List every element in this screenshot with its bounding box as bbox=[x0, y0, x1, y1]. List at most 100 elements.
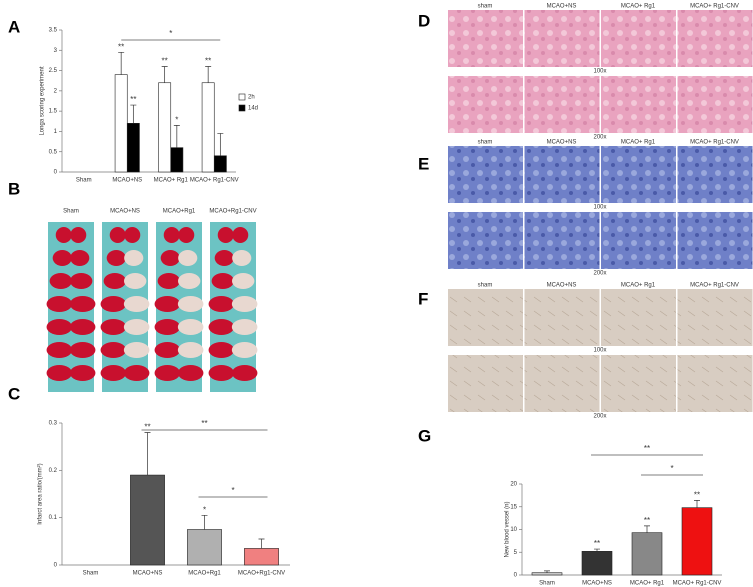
micrograph bbox=[524, 289, 600, 346]
column-label: MCAO+ Rg1-CNV bbox=[690, 4, 739, 10]
micrograph bbox=[448, 146, 523, 203]
brain-slice bbox=[208, 319, 235, 335]
error-bar bbox=[144, 432, 151, 476]
micrograph bbox=[524, 10, 600, 67]
legend-swatch bbox=[238, 93, 246, 101]
brain-slice bbox=[100, 365, 127, 381]
brain-slice bbox=[211, 273, 235, 289]
magnification: 200x bbox=[593, 135, 606, 141]
micrograph bbox=[524, 76, 600, 133]
micrograph bbox=[677, 76, 753, 133]
brain-slice bbox=[154, 296, 181, 312]
brain-slice bbox=[123, 365, 150, 381]
brain-slice bbox=[157, 273, 181, 289]
x-tick-label: Sham bbox=[83, 571, 99, 577]
x-tick-label: MCAO+NS bbox=[133, 571, 163, 577]
x-tick-label: Sham bbox=[539, 581, 555, 587]
bar bbox=[126, 123, 140, 173]
magnification: 200x bbox=[593, 271, 606, 277]
y-tick-label: 0 bbox=[54, 563, 58, 569]
x-tick-label: MCAO+Rg1 bbox=[188, 571, 221, 577]
y-tick-label: 10 bbox=[510, 527, 517, 533]
brain-slice bbox=[208, 342, 235, 358]
x-tick-label: MCAO+ Rg1 bbox=[154, 178, 189, 184]
brain-slice bbox=[46, 319, 73, 335]
magnification: 100x bbox=[593, 348, 606, 354]
brain-slice bbox=[154, 365, 181, 381]
x-tick-label: MCAO+NS bbox=[582, 581, 612, 587]
column-label: MCAO+ Rg1-CNV bbox=[690, 283, 739, 289]
brain-slice bbox=[208, 365, 235, 381]
bar bbox=[213, 155, 227, 173]
x-tick-label: MCAO+ Rg1 bbox=[630, 581, 665, 587]
y-tick-label: 15 bbox=[510, 504, 517, 510]
brain-slice bbox=[52, 250, 72, 266]
significance: ** bbox=[205, 57, 211, 66]
brain-slice bbox=[106, 250, 126, 266]
error-bar bbox=[644, 525, 650, 533]
brain-slice bbox=[232, 250, 252, 266]
column-label: MCAO+NS bbox=[110, 209, 140, 215]
panel-label: G bbox=[418, 426, 431, 445]
column-label: MCAO+ Rg1 bbox=[621, 283, 656, 289]
column-label: sham bbox=[478, 4, 493, 10]
bar bbox=[201, 82, 215, 173]
micrograph bbox=[677, 212, 753, 269]
column-label: MCAO+Rg1 bbox=[163, 209, 196, 215]
y-tick-label: 0 bbox=[54, 170, 58, 176]
brain-slice bbox=[124, 227, 141, 243]
magnification: 100x bbox=[593, 205, 606, 211]
brain-slice bbox=[109, 227, 126, 243]
y-tick-label: 20 bbox=[510, 482, 517, 488]
y-tick-label: 1.5 bbox=[49, 109, 58, 115]
error-bar bbox=[258, 538, 265, 549]
significance: ** bbox=[594, 539, 600, 548]
brain-slice bbox=[232, 227, 249, 243]
brain-slice bbox=[163, 227, 180, 243]
brain-slice bbox=[231, 319, 258, 335]
bar bbox=[244, 548, 279, 566]
error-bar bbox=[161, 66, 168, 83]
y-tick-label: 3 bbox=[54, 48, 58, 54]
significance: * bbox=[203, 505, 206, 514]
column-label: MCAO+ Rg1 bbox=[621, 140, 656, 146]
micrograph bbox=[601, 355, 676, 412]
y-tick-label: 0.2 bbox=[49, 468, 58, 474]
brain-slice bbox=[69, 296, 96, 312]
panel-label: B bbox=[8, 179, 20, 198]
micrograph bbox=[524, 212, 600, 269]
significance: ** bbox=[644, 516, 650, 525]
legend-label: 2h bbox=[248, 95, 255, 101]
y-tick-label: 1 bbox=[54, 129, 58, 135]
y-tick-label: 0.1 bbox=[49, 515, 58, 521]
brain-slice bbox=[55, 227, 72, 243]
column-label: MCAO+NS bbox=[547, 140, 577, 146]
column-label: MCAO+ Rg1 bbox=[621, 4, 656, 10]
column-label: MCAO+NS bbox=[547, 283, 577, 289]
brain-slice bbox=[217, 227, 234, 243]
error-bar bbox=[201, 514, 208, 530]
y-axis-label: Longa scoring experiment bbox=[40, 66, 46, 135]
brain-slice bbox=[177, 273, 201, 289]
comparison-label: * bbox=[231, 486, 234, 495]
micrograph bbox=[601, 146, 676, 203]
comparison-label: ** bbox=[644, 444, 650, 453]
brain-slice bbox=[178, 250, 198, 266]
error-bar bbox=[173, 124, 180, 148]
magnification: 200x bbox=[593, 414, 606, 420]
significance: ** bbox=[694, 490, 700, 499]
legend-swatch bbox=[238, 104, 246, 112]
panel-label: E bbox=[418, 154, 429, 173]
bar bbox=[170, 147, 184, 173]
column-label: Sham bbox=[63, 209, 79, 215]
brain-slice bbox=[154, 342, 181, 358]
brain-slice bbox=[123, 319, 150, 335]
x-tick-label: MCAO+ Rg1-CNV bbox=[190, 178, 239, 184]
significance: * bbox=[175, 115, 178, 124]
bar bbox=[130, 474, 165, 566]
bar bbox=[114, 74, 128, 173]
brain-slice bbox=[178, 227, 195, 243]
micrograph bbox=[524, 146, 600, 203]
micrograph bbox=[677, 10, 753, 67]
